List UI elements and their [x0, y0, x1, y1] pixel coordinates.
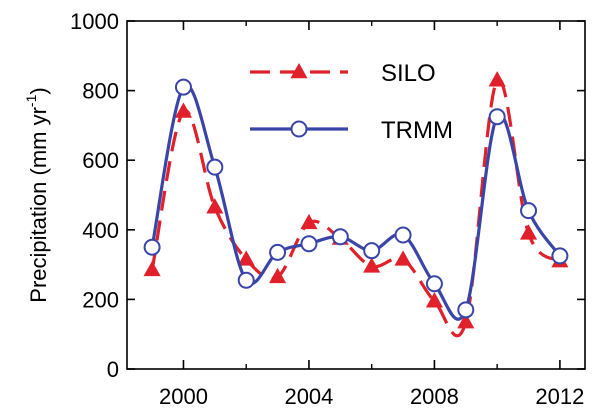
- data-point-trmm-2002: [237, 271, 255, 289]
- legend-label-trmm: TRMM: [381, 117, 453, 144]
- data-point-trmm-2004: [300, 235, 318, 253]
- data-point-trmm-1999: [143, 238, 161, 256]
- data-point-trmm-2012: [551, 247, 569, 265]
- data-point-silo-2010: [488, 71, 506, 87]
- data-point-silo-2007: [394, 250, 412, 266]
- data-point-silo-2003: [269, 267, 287, 284]
- y-axis-label-superscript: -1: [23, 94, 39, 107]
- data-point-trmm-2007: [394, 226, 412, 244]
- x-tick-label-2008: 2008: [410, 384, 459, 409]
- legend-label-silo: SILO: [381, 60, 436, 87]
- y-tick-label-1000: 1000: [70, 9, 119, 34]
- y-axis-label: Precipitation (mm yr-1): [23, 87, 51, 302]
- series-silo: [143, 71, 569, 338]
- data-point-trmm-2011: [520, 202, 538, 220]
- data-point-silo-2011: [519, 224, 538, 240]
- legend: SILO TRMM: [250, 60, 453, 144]
- data-point-trmm-2003: [269, 243, 287, 261]
- data-point-silo-2004: [300, 213, 318, 230]
- data-point-trmm-2005: [331, 228, 349, 246]
- y-tick-label-800: 800: [82, 79, 119, 104]
- y-axis-label-close: ): [26, 87, 51, 94]
- x-tick-label-2004: 2004: [284, 384, 333, 409]
- series-trmm: [143, 78, 569, 321]
- y-tick-label-200: 200: [82, 287, 119, 312]
- data-point-trmm-2006: [363, 242, 381, 260]
- x-tick-label-2012: 2012: [535, 384, 584, 409]
- data-point-silo-1999: [143, 260, 161, 277]
- y-tick-label-400: 400: [82, 218, 119, 243]
- data-point-trmm-2000: [174, 78, 192, 96]
- data-point-silo-2006: [363, 257, 381, 273]
- x-tick-label-2000: 2000: [159, 384, 208, 409]
- y-axis-label-main: Precipitation (mm yr: [26, 107, 51, 303]
- y-tick-label-0: 0: [107, 357, 119, 382]
- legend-marker-trmm: [290, 120, 308, 138]
- data-point-trmm-2008: [425, 275, 443, 293]
- y-axis-title: Precipitation (mm yr-1): [23, 87, 51, 302]
- data-point-silo-2009: [457, 313, 475, 329]
- data-point-silo-2002: [237, 250, 255, 266]
- data-point-trmm-2010: [488, 108, 506, 126]
- data-point-trmm-2009: [457, 301, 475, 319]
- data-point-silo-2008: [425, 292, 443, 308]
- data-point-silo-2001: [206, 198, 224, 214]
- legend-marker-silo: [290, 63, 308, 79]
- y-tick-label-600: 600: [82, 148, 119, 173]
- series-line-silo: [150, 77, 561, 338]
- plot-frame: [126, 20, 586, 370]
- data-point-trmm-2001: [206, 158, 224, 176]
- data-point-silo-2000: [174, 102, 193, 118]
